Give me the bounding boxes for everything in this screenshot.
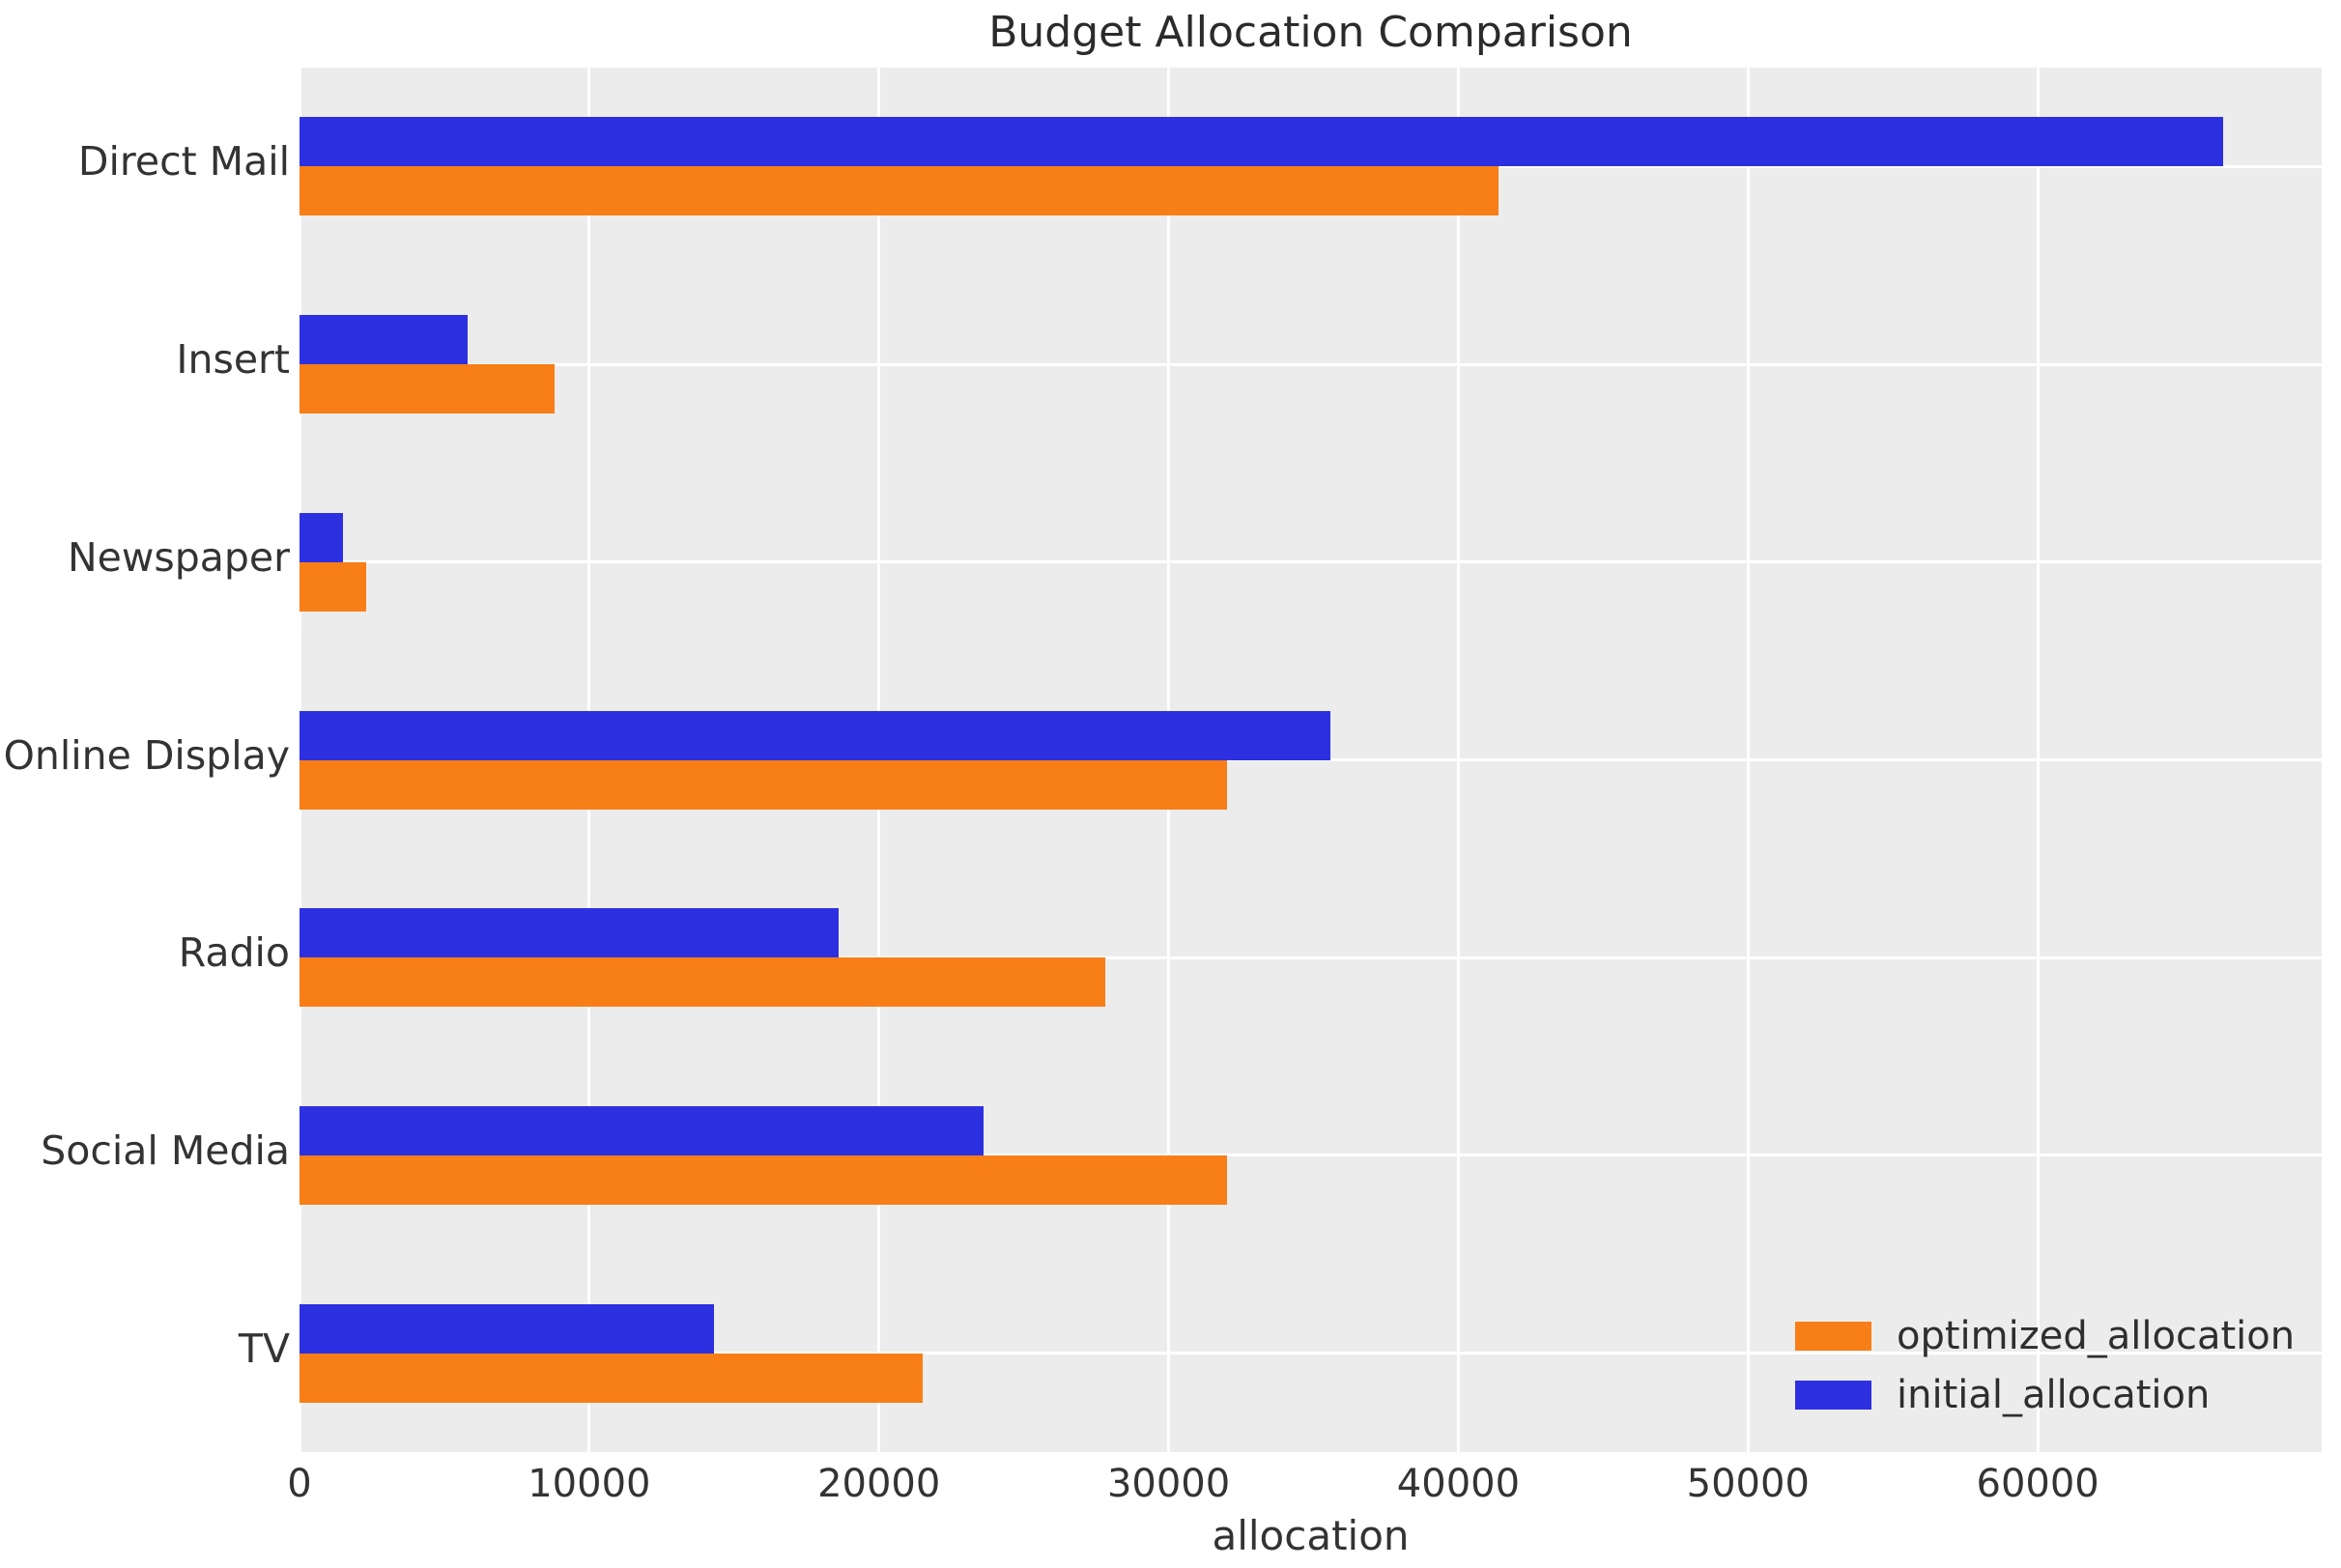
x-tick-label-10000: 10000 — [528, 1462, 651, 1506]
bar-initial-allocation-direct-mail — [300, 117, 2224, 167]
gridline-y-insert — [300, 362, 2322, 366]
chart-title: Budget Allocation Comparison — [988, 8, 1633, 57]
bar-initial-allocation-radio — [300, 908, 839, 958]
bar-initial-allocation-online-display — [300, 710, 1331, 760]
y-tick-label-tv: TV — [238, 1325, 290, 1372]
gridline-y-radio — [300, 955, 2322, 959]
bar-initial-allocation-insert — [300, 315, 468, 365]
legend-label-optimized-allocation: optimized_allocation — [1897, 1314, 2296, 1358]
bar-optimized-allocation-tv — [300, 1353, 923, 1403]
y-tick-label-insert: Insert — [176, 336, 290, 384]
bar-initial-allocation-newspaper — [300, 512, 343, 562]
legend: optimized_allocation initial_allocation — [1795, 1317, 2295, 1440]
legend-row-optimized-allocation: optimized_allocation — [1795, 1317, 2295, 1355]
x-tick-label-60000: 60000 — [1976, 1462, 2099, 1506]
gridline-y-tv — [300, 1352, 2322, 1355]
y-tick-label-newspaper: Newspaper — [67, 533, 290, 581]
bar-initial-allocation-social-media — [300, 1105, 984, 1155]
gridline-y-newspaper — [300, 560, 2322, 564]
x-tick-label-20000: 20000 — [817, 1462, 941, 1506]
y-tick-label-direct-mail: Direct Mail — [77, 138, 290, 185]
y-tick-label-social-media: Social Media — [41, 1126, 290, 1174]
bar-optimized-allocation-online-display — [300, 759, 1227, 810]
legend-swatch-optimized-allocation — [1795, 1322, 1871, 1351]
x-tick-label-0: 0 — [287, 1462, 312, 1506]
bar-optimized-allocation-insert — [300, 364, 555, 414]
bar-initial-allocation-tv — [300, 1303, 714, 1354]
y-tick-label-radio: Radio — [178, 929, 290, 977]
gridline-y-social-media — [300, 1154, 2322, 1157]
bar-optimized-allocation-direct-mail — [300, 166, 1499, 216]
legend-label-initial-allocation: initial_allocation — [1897, 1373, 2211, 1417]
x-tick-label-40000: 40000 — [1396, 1462, 1521, 1506]
x-tick-label-50000: 50000 — [1686, 1462, 1810, 1506]
bar-optimized-allocation-social-media — [300, 1155, 1227, 1205]
x-axis-title: allocation — [1212, 1512, 1410, 1559]
legend-swatch-initial-allocation — [1795, 1381, 1871, 1410]
x-tick-label-30000: 30000 — [1106, 1462, 1231, 1506]
y-tick-label-online-display: Online Display — [3, 731, 290, 779]
plot-area — [298, 68, 2322, 1452]
bar-optimized-allocation-radio — [300, 957, 1105, 1008]
gridline-y-online-display — [300, 758, 2322, 761]
bar-optimized-allocation-newspaper — [300, 561, 366, 612]
legend-row-initial-allocation: initial_allocation — [1795, 1376, 2295, 1414]
